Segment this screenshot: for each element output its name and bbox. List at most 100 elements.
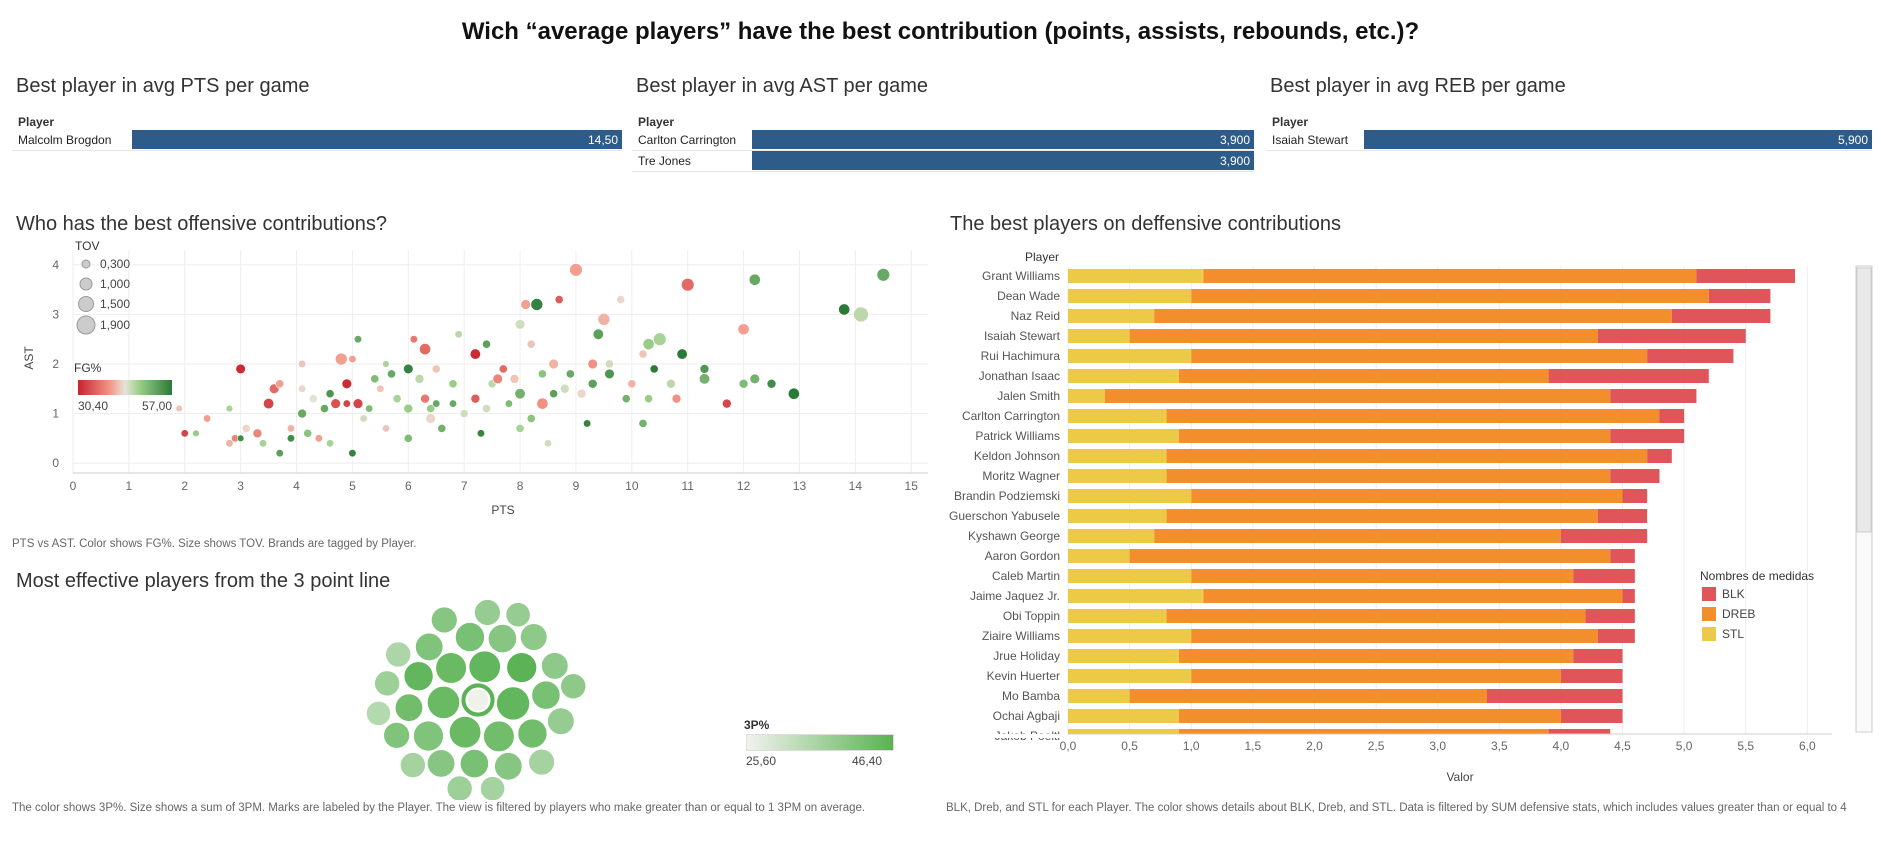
scatter-point[interactable] (838, 303, 851, 316)
scatter-point[interactable] (258, 439, 268, 448)
bar-segment-stl[interactable] (1068, 529, 1155, 543)
bar-segment-dreb[interactable] (1191, 629, 1598, 643)
bar-segment-blk[interactable] (1647, 449, 1672, 463)
bar-segment-dreb[interactable] (1166, 469, 1611, 483)
scatter-point[interactable] (504, 399, 513, 408)
scatter-point[interactable] (587, 379, 598, 389)
scatter-point[interactable] (348, 449, 357, 458)
bar-segment-blk[interactable] (1610, 429, 1685, 443)
kpi-row[interactable]: Malcolm Brogdon 14,50 (12, 130, 622, 151)
bar-segment-stl[interactable] (1068, 489, 1192, 503)
bar-segment-stl[interactable] (1068, 389, 1105, 403)
scatter-point[interactable] (370, 374, 380, 384)
scatter-point[interactable] (876, 268, 890, 282)
scatter-point[interactable] (359, 414, 368, 423)
scatter-point[interactable] (376, 384, 385, 393)
scatter-point[interactable] (425, 413, 436, 424)
bar-segment-dreb[interactable] (1203, 269, 1697, 283)
scatter-point[interactable] (235, 363, 246, 375)
scatter-point[interactable] (748, 273, 761, 286)
bar-segment-blk[interactable] (1597, 329, 1746, 343)
bubble[interactable] (460, 749, 489, 778)
scatter-point[interactable] (587, 358, 598, 370)
scatter-point[interactable] (653, 332, 667, 346)
scatter-point[interactable] (352, 398, 364, 409)
kpi-row[interactable]: Carlton Carrington 3,900 (632, 130, 1254, 151)
bar-segment-blk[interactable] (1622, 589, 1635, 603)
bubble[interactable] (517, 718, 548, 749)
bar-segment-dreb[interactable] (1191, 289, 1709, 303)
bubble[interactable] (385, 641, 412, 668)
scatter-point[interactable] (303, 428, 313, 438)
scatter-point[interactable] (605, 359, 614, 369)
bar-segment-stl[interactable] (1068, 569, 1192, 583)
bubble[interactable] (506, 652, 537, 683)
bar-segment-blk[interactable] (1610, 469, 1660, 483)
scatter-point[interactable] (627, 379, 637, 389)
scatter-point[interactable] (286, 434, 295, 443)
bar-segment-dreb[interactable] (1166, 609, 1586, 623)
bar-segment-dreb[interactable] (1129, 689, 1487, 703)
bar-segment-stl[interactable] (1068, 669, 1192, 683)
scatter-point[interactable] (286, 424, 295, 433)
scatter-point[interactable] (576, 388, 587, 399)
bubble[interactable] (383, 722, 410, 749)
scatter-point[interactable] (699, 364, 710, 374)
kpi-bar[interactable]: 14,50 (132, 130, 622, 149)
bar-segment-stl[interactable] (1068, 329, 1130, 343)
scatter-point[interactable] (515, 423, 525, 433)
bar-segment-stl[interactable] (1068, 269, 1204, 283)
scatter-point[interactable] (514, 319, 526, 330)
scatter-point[interactable] (298, 359, 307, 369)
bubble[interactable] (415, 632, 444, 661)
scatter-point[interactable] (638, 349, 648, 359)
scatter-point[interactable] (348, 354, 357, 364)
scatter-point[interactable] (448, 399, 458, 408)
bar-segment-blk[interactable] (1560, 709, 1623, 723)
scatter-point[interactable] (536, 397, 549, 410)
scatter-point[interactable] (554, 295, 564, 304)
bubble[interactable] (541, 652, 569, 680)
bubble[interactable] (496, 686, 530, 721)
bubble[interactable] (403, 661, 434, 691)
bar-segment-dreb[interactable] (1191, 569, 1574, 583)
scatter-point[interactable] (583, 419, 592, 428)
bar-segment-blk[interactable] (1573, 649, 1623, 663)
scatter-point[interactable] (325, 389, 335, 399)
bar-segment-blk[interactable] (1486, 689, 1623, 703)
scatter-point[interactable] (853, 306, 869, 323)
scatter-point[interactable] (737, 323, 750, 336)
scatter-point[interactable] (722, 398, 732, 409)
scatter-point[interactable] (644, 394, 654, 404)
scatter-point[interactable] (448, 379, 458, 389)
scatter-point[interactable] (297, 408, 307, 419)
bubble[interactable] (560, 673, 587, 700)
bubble[interactable] (474, 600, 501, 626)
scatter-point[interactable] (616, 295, 626, 304)
scatter-point[interactable] (263, 398, 275, 410)
bar-segment-blk[interactable] (1597, 629, 1635, 643)
kpi-bar[interactable]: 3,900 (752, 130, 1254, 149)
scatter-point[interactable] (548, 358, 559, 370)
scatter-point[interactable] (419, 343, 431, 356)
scatter-point[interactable] (392, 394, 402, 404)
bar-segment-stl[interactable] (1068, 549, 1130, 563)
scatter-point[interactable] (330, 398, 341, 409)
bar-segment-stl[interactable] (1068, 309, 1155, 323)
bar-segment-blk[interactable] (1585, 609, 1635, 623)
scatter-point[interactable] (666, 379, 676, 389)
bar-segment-stl[interactable] (1068, 369, 1179, 383)
scatter-point[interactable] (326, 439, 335, 448)
kpi-bar[interactable]: 3,900 (752, 151, 1254, 170)
bar-segment-blk[interactable] (1560, 529, 1648, 543)
scatter-point[interactable] (342, 399, 351, 408)
scatter-point[interactable] (382, 360, 390, 368)
scatter-point[interactable] (649, 364, 659, 374)
bubble[interactable] (400, 752, 426, 778)
scatter-point[interactable] (749, 373, 760, 385)
scatter-point[interactable] (509, 374, 520, 384)
scatter-point[interactable] (236, 434, 245, 442)
bar-segment-blk[interactable] (1548, 369, 1709, 383)
bar-segment-blk[interactable] (1708, 289, 1771, 303)
